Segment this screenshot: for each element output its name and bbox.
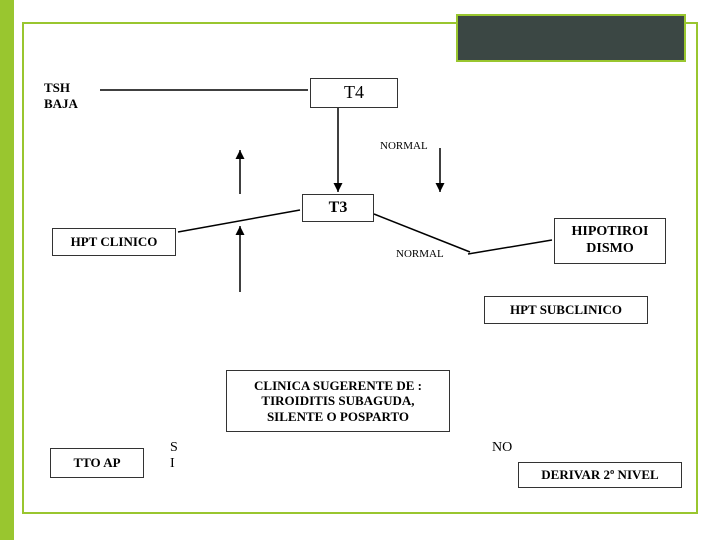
node-hpt-clinico: HPT CLINICO (52, 228, 176, 256)
node-hipotiroidismo: HIPOTIROI DISMO (554, 218, 666, 264)
node-hpt-subclinico: HPT SUBCLINICO (484, 296, 648, 324)
node-clinica: CLINICA SUGERENTE DE : TIROIDITIS SUBAGU… (226, 370, 450, 432)
node-tto-ap: TTO AP (50, 448, 144, 478)
node-t4: T4 (310, 78, 398, 108)
node-t3: T3 (302, 194, 374, 222)
node-derivar: DERIVAR 2º NIVEL (518, 462, 682, 488)
left-accent (0, 0, 14, 540)
label-si: S I (170, 440, 178, 472)
title-band (456, 14, 686, 62)
label-normal-2: NORMAL (396, 248, 444, 260)
label-no: NO (492, 440, 512, 456)
label-normal-1: NORMAL (380, 140, 428, 152)
node-tsh: TSH BAJA (44, 80, 98, 116)
